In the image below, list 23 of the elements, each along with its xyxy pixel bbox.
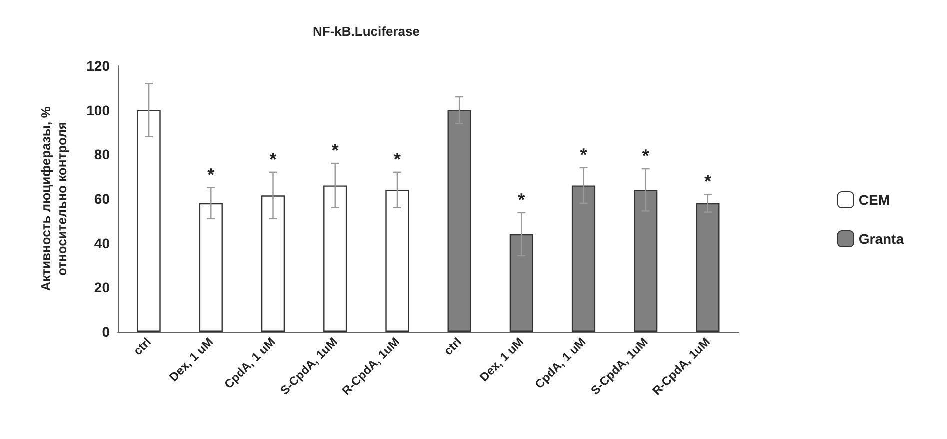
x-tick-label: Dex, 1 uM (477, 335, 527, 385)
data-label: * (332, 140, 339, 161)
y-tick-label: 100 (86, 102, 110, 118)
chart-title: NF-kB.Luciferase (313, 24, 420, 39)
legend-label: Granta (858, 231, 904, 247)
y-tick-label: 120 (86, 58, 110, 74)
data-label: * (394, 149, 401, 170)
data-label: * (704, 172, 712, 192)
legend-label: CEM (858, 192, 890, 208)
x-tick-label: ctrl (130, 335, 154, 358)
data-label: * (580, 144, 588, 165)
y-tick-label: 20 (94, 280, 110, 296)
y-axis-title: Активность люциферазы, % относительно контроля (38, 106, 70, 292)
data-label: * (270, 149, 277, 170)
x-tick-label: Dex, 1 uM (166, 335, 216, 385)
y-tick-label: 0 (102, 324, 110, 340)
data-label: * (518, 190, 526, 210)
y-tick-label: 60 (94, 191, 110, 207)
data-label: * (642, 146, 650, 166)
y-tick-label: 80 (94, 146, 110, 163)
x-tick-label: ctrl (441, 335, 464, 358)
data-label: * (208, 164, 215, 185)
y-tick-label: 40 (94, 235, 110, 252)
